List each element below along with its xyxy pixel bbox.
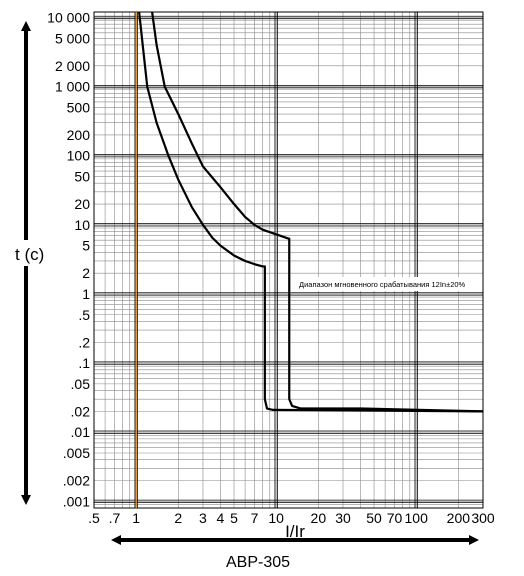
y-tick-label: 5	[82, 238, 90, 254]
y-tick-label: .2	[78, 334, 90, 350]
y-tick-label: .05	[71, 376, 91, 392]
y-tick-label: .1	[78, 355, 90, 371]
y-tick-label: 1	[82, 286, 90, 302]
x-tick-label: 5	[230, 510, 238, 526]
y-tick-label: 10	[74, 217, 90, 233]
x-tick-label: 1	[132, 510, 140, 526]
chart-caption: АВР-305	[226, 554, 290, 571]
x-tick-label: .5	[88, 510, 100, 526]
annotation-background	[296, 277, 472, 291]
series-line-1	[138, 11, 484, 413]
instant-trip-annotation: Диапазон мгновенного срабатывания 12In±2…	[299, 280, 466, 289]
x-tick-label: 4	[217, 510, 225, 526]
x-tick-label: 2	[174, 510, 182, 526]
series-layer	[138, 11, 484, 413]
x-tick-label: .7	[109, 510, 121, 526]
x-tick-labels: .5 .7 1 2 3 4 5 7 10 20 30 50 70 100 200 300	[88, 510, 495, 526]
y-axis-label: t (c)	[15, 245, 44, 264]
y-tick-label: .5	[78, 307, 90, 323]
y-tick-label: 10 000	[47, 9, 90, 25]
y-tick-label: 5 000	[55, 30, 90, 46]
y-tick-label: 20	[74, 196, 90, 212]
y-tick-label: 500	[67, 99, 91, 115]
y-tick-label: .02	[71, 403, 91, 419]
series-line-2	[151, 11, 484, 413]
x-tick-label: 70	[387, 510, 403, 526]
y-tick-label: 2	[82, 265, 90, 281]
y-tick-label: 200	[67, 127, 91, 143]
x-tick-label: 30	[335, 510, 351, 526]
y-tick-label: .002	[63, 472, 90, 488]
x-tick-label: 50	[366, 510, 382, 526]
x-tick-label: 10	[268, 510, 284, 526]
y-tick-label: .001	[63, 493, 90, 509]
x-tick-label: 300	[471, 510, 495, 526]
y-tick-label: 2 000	[55, 58, 90, 74]
x-axis-label: I/Ir	[285, 522, 305, 541]
x-tick-label: 20	[311, 510, 327, 526]
y-tick-label: 100	[67, 148, 91, 164]
x-tick-label: 7	[251, 510, 259, 526]
y-tick-label: 1 000	[55, 79, 90, 95]
y-tick-label: .01	[71, 424, 91, 440]
x-tick-label: 100	[405, 510, 429, 526]
plot-frame	[93, 11, 484, 509]
y-tick-label: .005	[63, 445, 90, 461]
x-tick-label: 200	[447, 510, 471, 526]
y-tick-labels: 10 000 5 000 2 000 1 000 500 200 100 50 20 10 5 2 1.…	[47, 9, 90, 509]
y-label-background	[12, 240, 46, 266]
x-tick-label: 3	[199, 510, 207, 526]
y-tick-label: 50	[74, 169, 90, 185]
